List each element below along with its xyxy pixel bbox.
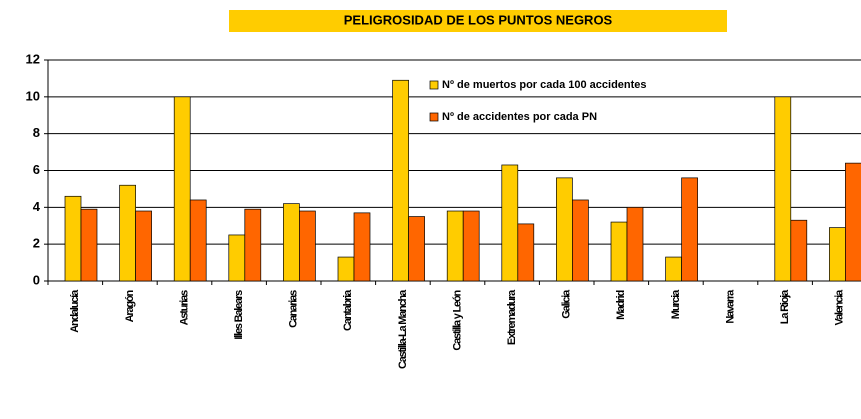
bar bbox=[665, 256, 682, 282]
bar bbox=[626, 206, 644, 282]
x-tick-label: Asturias bbox=[178, 290, 190, 325]
x-tick-label: Illes Balears bbox=[233, 290, 245, 340]
x-tick-label: Navarra bbox=[724, 289, 736, 324]
bar bbox=[173, 96, 191, 282]
bar bbox=[135, 210, 152, 282]
bar bbox=[244, 208, 262, 282]
bar bbox=[446, 210, 464, 282]
y-tick-label: 8 bbox=[33, 125, 40, 140]
bar bbox=[228, 234, 246, 282]
y-tick-label: 12 bbox=[26, 51, 40, 66]
bar bbox=[80, 208, 98, 282]
bar bbox=[119, 184, 136, 282]
x-tick-label: La Rioja bbox=[779, 289, 791, 324]
bar bbox=[299, 210, 316, 282]
bar bbox=[556, 177, 573, 282]
x-tick-label: Castilla-La Mancha bbox=[397, 289, 409, 369]
legend-label: Nº de accidentes por cada PN bbox=[442, 111, 597, 123]
bar bbox=[610, 221, 628, 282]
legend-swatch bbox=[429, 80, 439, 90]
bar bbox=[829, 227, 846, 282]
y-tick-label: 4 bbox=[33, 199, 41, 214]
x-tick-label: Murcia bbox=[670, 289, 682, 319]
y-tick-label: 10 bbox=[26, 88, 40, 103]
bar bbox=[283, 203, 300, 282]
x-tick-label: Canarias bbox=[288, 290, 300, 328]
legend-swatch bbox=[429, 112, 439, 122]
bar bbox=[462, 210, 480, 282]
bar bbox=[64, 195, 82, 282]
x-tick-label: Andalucía bbox=[69, 289, 81, 333]
bar bbox=[501, 164, 519, 282]
bar bbox=[337, 256, 355, 282]
bar bbox=[392, 79, 409, 282]
x-tick-label: Aragón bbox=[124, 290, 136, 323]
bar bbox=[572, 199, 589, 282]
legend-label: Nº de muertos por cada 100 accidentes bbox=[442, 79, 647, 91]
bar bbox=[517, 223, 535, 282]
x-tick-label: Madrid bbox=[615, 291, 627, 320]
x-tick-label: Valencia bbox=[834, 289, 846, 326]
y-tick-label: 0 bbox=[33, 272, 40, 287]
x-tick-label: Extremadura bbox=[506, 289, 518, 345]
chart-title: PELIGROSIDAD DE LOS PUNTOS NEGROS bbox=[344, 12, 613, 27]
bar bbox=[408, 216, 425, 282]
bar bbox=[790, 219, 808, 282]
title-background bbox=[229, 10, 727, 32]
bar bbox=[189, 199, 207, 282]
x-tick-label: Castilla y León bbox=[451, 290, 463, 351]
y-tick-label: 2 bbox=[33, 236, 40, 251]
bar bbox=[845, 162, 861, 282]
x-tick-label: Galicia bbox=[561, 289, 573, 319]
y-tick-label: 6 bbox=[33, 162, 40, 177]
bar bbox=[774, 96, 792, 282]
bar bbox=[353, 212, 371, 282]
bar bbox=[681, 177, 698, 282]
x-tick-label: Cantabria bbox=[342, 289, 354, 331]
